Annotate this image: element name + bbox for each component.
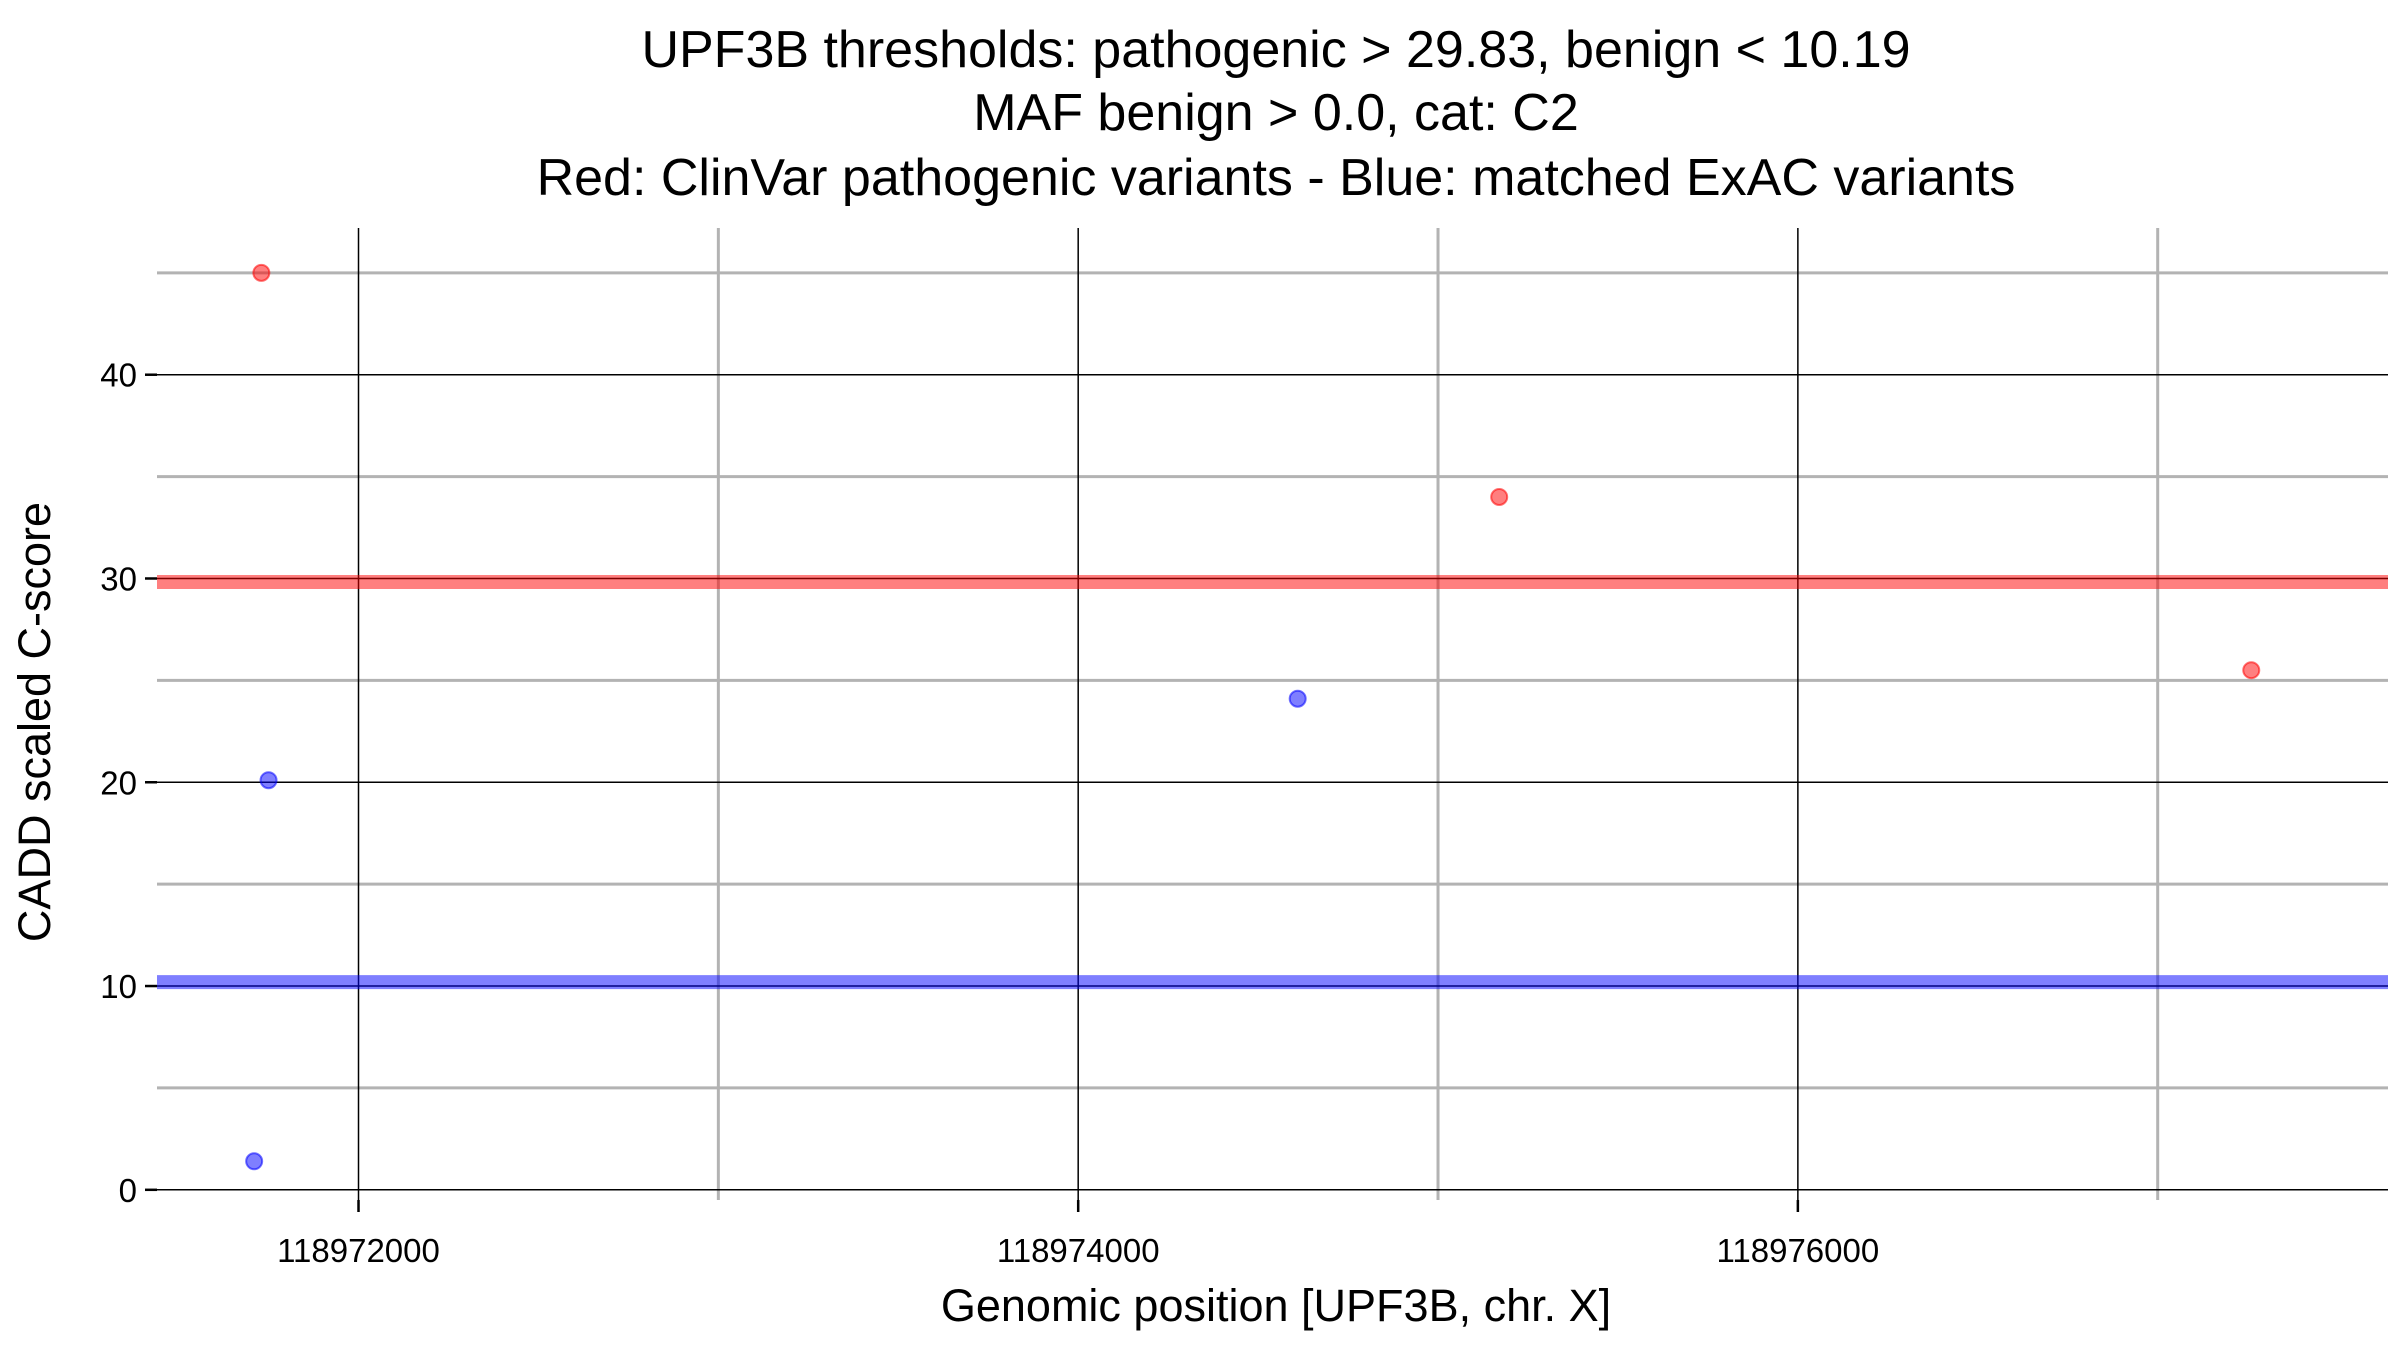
data-point-s1-1 (259, 771, 278, 790)
y-tick-label-20: 20 (100, 764, 137, 801)
major-grid (157, 228, 2388, 1200)
x-tick-label-118974000: 118974000 (997, 1232, 1160, 1269)
x-axis-title: Genomic position [UPF3B, chr. X] (941, 1280, 1611, 1331)
data-point-s0-1 (1490, 487, 1509, 506)
x-tick-label-118976000: 118976000 (1716, 1232, 1879, 1269)
threshold-lines (157, 574, 2388, 990)
minor-grid (157, 228, 2388, 1200)
data-point-s0-0 (252, 263, 271, 282)
data-point-s0-2 (2242, 661, 2261, 680)
y-tick-label-30: 30 (100, 560, 137, 597)
y-axis-title: CADD scaled C-score (9, 502, 60, 942)
chart-title-line-3: Red: ClinVar pathogenic variants - Blue:… (537, 149, 2016, 207)
data-points (245, 263, 2261, 1171)
y-axis: 0 10 20 30 40 (100, 357, 157, 1209)
chart-title-line-2: MAF benign > 0.0, cat: C2 (973, 84, 1579, 142)
y-tick-label-0: 0 (119, 1172, 137, 1209)
x-tick-label-118972000: 118972000 (277, 1232, 440, 1269)
data-point-s1-0 (245, 1152, 264, 1171)
y-tick-label-10: 10 (100, 968, 137, 1005)
data-point-s1-2 (1288, 689, 1307, 708)
y-tick-label-40: 40 (100, 357, 137, 394)
chart-title-line-1: UPF3B thresholds: pathogenic > 29.83, be… (641, 21, 1910, 79)
x-axis: 118972000 118974000 118976000 (277, 1200, 1879, 1269)
